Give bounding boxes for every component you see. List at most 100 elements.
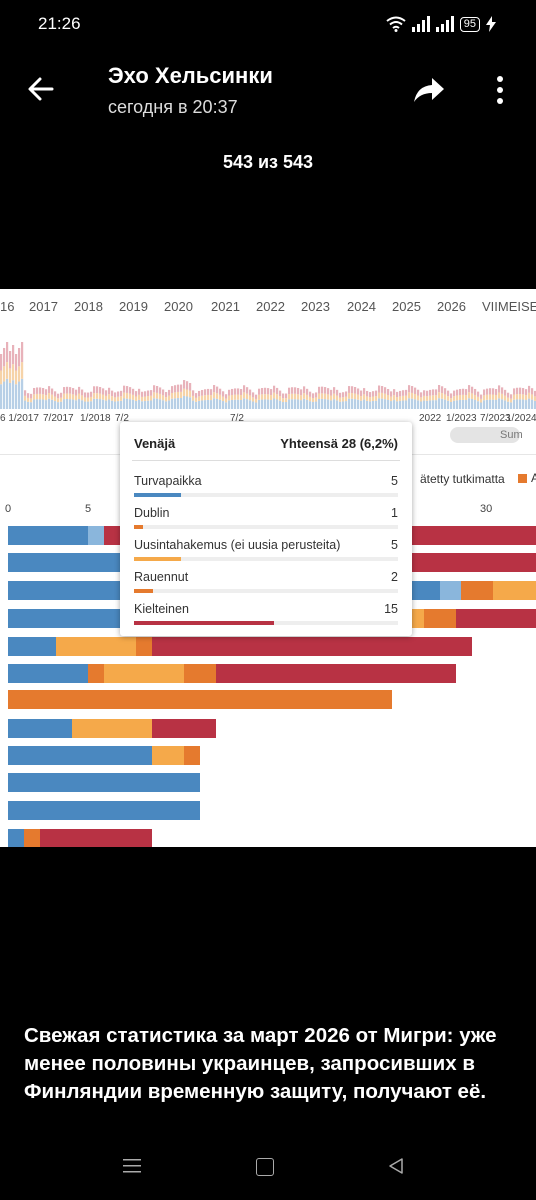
year-tab[interactable]: 2022 xyxy=(256,299,285,314)
year-tab[interactable]: VIIMEISE xyxy=(482,299,536,314)
timeline-bar xyxy=(78,393,81,400)
bar-segment[interactable] xyxy=(152,719,216,738)
sum-toggle[interactable] xyxy=(450,427,520,443)
bar-segment[interactable] xyxy=(184,664,216,683)
timeline-bar xyxy=(102,394,105,400)
bar-segment[interactable] xyxy=(88,526,104,545)
timeline-bar xyxy=(177,391,180,399)
year-tab[interactable]: 2018 xyxy=(74,299,103,314)
timeline-bar xyxy=(273,392,276,399)
more-options-icon[interactable] xyxy=(490,74,510,106)
nav-back-icon[interactable] xyxy=(386,1156,406,1176)
share-icon[interactable] xyxy=(412,74,446,106)
year-tab[interactable]: 2019 xyxy=(119,299,148,314)
year-tab[interactable]: 2017 xyxy=(29,299,58,314)
timeline-bar xyxy=(225,402,228,409)
timeline-bar xyxy=(177,398,180,409)
timeline-bar xyxy=(12,380,15,409)
year-tab[interactable]: 2023 xyxy=(301,299,330,314)
bar-segment[interactable] xyxy=(56,637,136,656)
timeline-bar xyxy=(189,397,192,409)
timeline-bar xyxy=(483,400,486,409)
home-icon[interactable] xyxy=(256,1158,274,1176)
bar-row[interactable] xyxy=(8,801,200,820)
bar-segment[interactable] xyxy=(492,581,536,600)
timeline-bar xyxy=(393,395,396,401)
timeline-bar xyxy=(219,399,222,409)
year-tab[interactable]: 2021 xyxy=(211,299,240,314)
year-tab[interactable]: 2020 xyxy=(164,299,193,314)
bar-segment[interactable] xyxy=(24,829,40,847)
bar-segment[interactable] xyxy=(8,801,200,820)
bar-segment[interactable] xyxy=(8,526,88,545)
year-tab[interactable]: 2024 xyxy=(347,299,376,314)
bar-segment[interactable] xyxy=(184,746,200,765)
bar-segment[interactable] xyxy=(104,664,184,683)
bar-segment[interactable] xyxy=(136,637,152,656)
bar-segment[interactable] xyxy=(8,637,56,656)
year-tab[interactable]: 2025 xyxy=(392,299,421,314)
bar-segment[interactable] xyxy=(408,609,424,628)
timeline-bar xyxy=(444,399,447,409)
timeline-bar xyxy=(30,402,33,409)
timeline-bar xyxy=(459,399,462,409)
bar-segment[interactable] xyxy=(456,609,536,628)
timeline-bar xyxy=(522,399,525,409)
bar-row[interactable] xyxy=(8,637,472,656)
timeline-bar xyxy=(57,398,60,403)
timeline-bar xyxy=(435,389,438,396)
timeline-bar xyxy=(351,386,354,394)
timeline-bar xyxy=(507,397,510,402)
bar-row[interactable] xyxy=(8,773,200,792)
attached-chart-image[interactable]: 16 2017 2018 2019 2020 2021 2022 2023 2024 2025 20… xyxy=(0,289,536,847)
bar-row[interactable] xyxy=(8,690,392,709)
bar-segment[interactable] xyxy=(8,664,88,683)
timeline-bar xyxy=(330,400,333,409)
year-tab[interactable]: 2026 xyxy=(437,299,466,314)
bar-row[interactable] xyxy=(8,719,216,738)
timeline-bar xyxy=(375,400,378,409)
bar-segment[interactable] xyxy=(8,690,392,709)
timeline-bar xyxy=(111,396,114,401)
timeline-bar xyxy=(309,401,312,409)
bar-row[interactable] xyxy=(8,829,152,847)
bar-segment[interactable] xyxy=(460,581,493,600)
year-tab[interactable]: 16 xyxy=(0,299,15,314)
timeline-bar xyxy=(213,398,216,409)
timeline-bar xyxy=(6,342,9,363)
bar-segment[interactable] xyxy=(152,637,456,656)
timeline-bar xyxy=(195,397,198,402)
timeline-bar xyxy=(138,388,141,395)
bar-segment[interactable] xyxy=(424,609,456,628)
bar-row[interactable] xyxy=(8,664,456,683)
timeline-bar xyxy=(156,386,159,393)
bar-row[interactable] xyxy=(8,746,200,765)
timeline-bar xyxy=(471,393,474,399)
bar-segment[interactable] xyxy=(8,829,24,847)
bar-segment[interactable] xyxy=(8,719,72,738)
timeline-label: 7/2023 xyxy=(480,413,511,424)
bar-segment[interactable] xyxy=(8,773,200,792)
bar-segment[interactable] xyxy=(88,664,104,683)
timeline-bar xyxy=(144,401,147,409)
recent-apps-icon[interactable] xyxy=(122,1157,142,1175)
bar-segment[interactable] xyxy=(8,746,152,765)
timeline-bar xyxy=(387,400,390,409)
bar-segment[interactable] xyxy=(440,581,461,600)
timeline-bar xyxy=(354,393,357,400)
timeline-bar xyxy=(48,386,51,393)
timeline-bar xyxy=(378,392,381,399)
bar-segment[interactable] xyxy=(152,746,184,765)
timeline-bar xyxy=(234,399,237,409)
bar-segment[interactable] xyxy=(72,719,152,738)
back-arrow-icon[interactable] xyxy=(24,72,58,106)
bar-segment[interactable] xyxy=(456,637,472,656)
timeline-bar xyxy=(417,389,420,396)
timeline-bar xyxy=(141,391,144,397)
timeline-bar xyxy=(162,389,165,396)
bar-segment[interactable] xyxy=(216,664,456,683)
bar-segment[interactable] xyxy=(40,829,152,847)
timeline-bar xyxy=(216,386,219,394)
timeline-bar xyxy=(288,387,291,395)
timeline-bar xyxy=(3,366,6,382)
